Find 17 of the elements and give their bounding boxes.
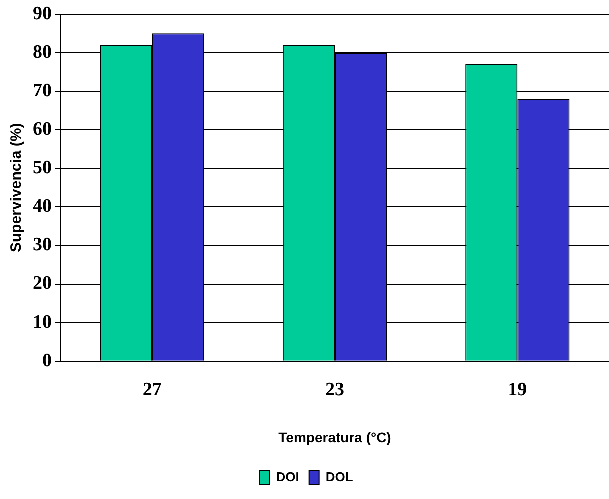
legend-label: DOI <box>276 470 300 485</box>
y-tick-label: 20 <box>33 273 52 294</box>
y-tick-label: 90 <box>33 3 52 24</box>
x-tick-label: 19 <box>508 380 528 401</box>
x-tick-label: 27 <box>142 380 162 401</box>
x-tick-label: 23 <box>326 380 344 401</box>
y-tick-label: 80 <box>33 42 52 63</box>
y-tick-label: 30 <box>33 234 52 256</box>
x-axis-title: Temperatura (°C) <box>278 429 392 446</box>
y-axis-title: Supervivencia (%) <box>8 123 26 253</box>
y-tick-label: 60 <box>33 118 52 140</box>
y-tick-label: 70 <box>33 80 52 102</box>
y-tick-label: 0 <box>42 350 52 372</box>
legend-label: DOL <box>326 470 354 485</box>
y-tick-label: 10 <box>33 312 52 333</box>
y-tick-label: 40 <box>33 196 52 218</box>
y-tick-label: 50 <box>33 158 52 179</box>
